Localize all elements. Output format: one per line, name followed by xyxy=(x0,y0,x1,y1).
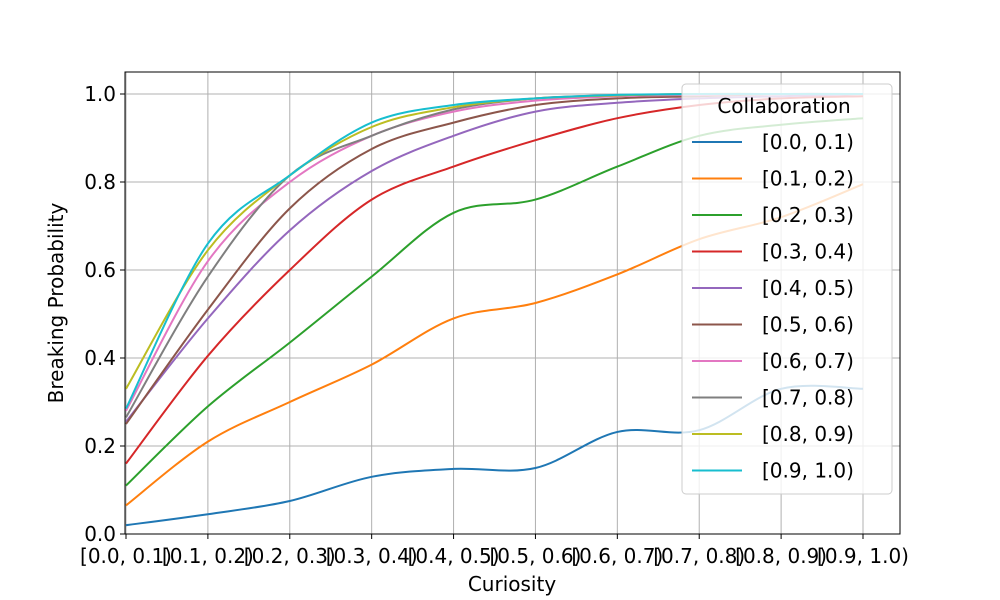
legend-label-8: [0.8, 0.9) xyxy=(762,422,854,446)
y-axis-ticks: 0.0 0.2 0.4 0.6 0.8 1.0 xyxy=(84,82,125,546)
legend-label-6: [0.6, 0.7) xyxy=(762,349,854,373)
legend-label-2: [0.2, 0.3) xyxy=(762,203,854,227)
x-tick-label: [0.9, 1.0) xyxy=(817,544,909,568)
y-tick-label: 0.0 xyxy=(84,522,116,546)
plot-frame xyxy=(124,71,901,535)
y-axis-label: Breaking Probability xyxy=(44,203,68,404)
legend-label-9: [0.9, 1.0) xyxy=(762,459,854,483)
x-axis-label: Curiosity xyxy=(468,572,556,596)
x-axis-ticks: [0.0, 0.1)[0.1, 0.2)[0.2, 0.3)[0.3, 0.4)… xyxy=(80,534,909,568)
legend-label-0: [0.0, 0.1) xyxy=(762,130,854,154)
x-tick-label: [0.3, 0.4) xyxy=(326,544,418,568)
x-tick-label: [0.5, 0.6) xyxy=(489,544,581,568)
x-tick-label: [0.1, 0.2) xyxy=(162,544,254,568)
x-tick-label: [0.8, 0.9) xyxy=(735,544,827,568)
legend-title: Collaboration xyxy=(717,94,850,118)
legend-label-4: [0.4, 0.5) xyxy=(762,276,854,300)
legend: Collaboration [0.0, 0.1) [0.1, 0.2) [0.2, … xyxy=(681,83,893,495)
legend-items: [0.0, 0.1) [0.1, 0.2) [0.2, 0.3) [0.3, 0.4)… xyxy=(692,130,854,483)
y-tick-label: 0.4 xyxy=(84,346,116,370)
legend-label-3: [0.3, 0.4) xyxy=(762,240,854,264)
y-tick-label: 0.6 xyxy=(84,258,116,282)
x-tick-label: [0.7, 0.8) xyxy=(653,544,745,568)
y-tick-label: 0.2 xyxy=(84,434,116,458)
x-tick-label: [0.2, 0.3) xyxy=(244,544,336,568)
x-tick-label: [0.0, 0.1) xyxy=(80,544,172,568)
x-tick-label: [0.4, 0.5) xyxy=(408,544,500,568)
legend-label-1: [0.1, 0.2) xyxy=(762,167,854,191)
x-tick-label: [0.6, 0.7) xyxy=(571,544,663,568)
legend-box xyxy=(681,83,893,495)
y-tick-label: 1.0 xyxy=(84,82,116,106)
legend-label-7: [0.7, 0.8) xyxy=(762,386,854,410)
legend-label-5: [0.5, 0.6) xyxy=(762,313,854,337)
y-tick-label: 0.8 xyxy=(84,170,116,194)
